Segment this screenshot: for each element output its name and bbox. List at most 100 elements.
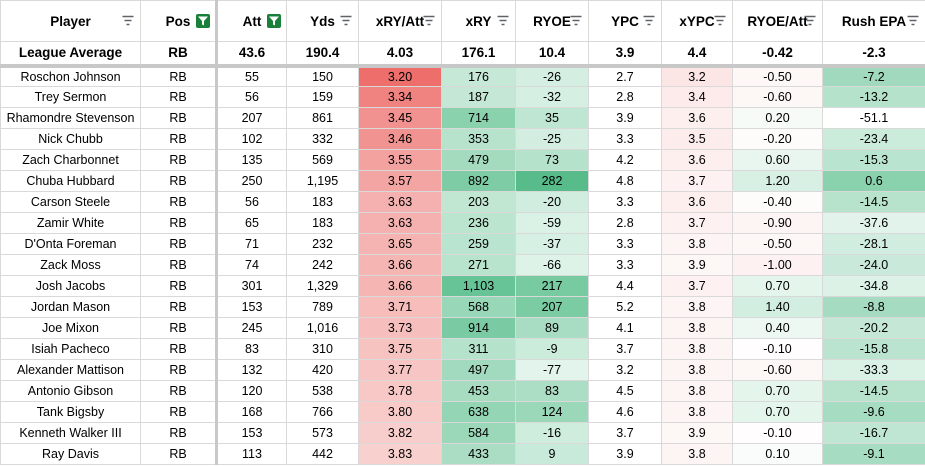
cell-yds[interactable]: 1,016 xyxy=(286,317,359,339)
cell-ryoe[interactable]: 89 xyxy=(515,317,589,339)
cell-epa[interactable]: -34.8 xyxy=(822,275,925,297)
cell-xypc[interactable]: 3.2 xyxy=(661,65,733,87)
cell-ryoe[interactable]: 9 xyxy=(515,443,589,465)
cell-player[interactable]: Ray Davis xyxy=(0,443,141,465)
average-cell-xry[interactable]: 176.1 xyxy=(441,41,516,68)
cell-xry[interactable]: 259 xyxy=(441,233,516,255)
cell-xryatt[interactable]: 3.46 xyxy=(358,128,442,150)
cell-ryoe[interactable]: 282 xyxy=(515,170,589,192)
cell-ryoeatt[interactable]: 0.70 xyxy=(732,401,823,423)
cell-yds[interactable]: 861 xyxy=(286,107,359,129)
cell-player[interactable]: Rhamondre Stevenson xyxy=(0,107,141,129)
cell-ryoeatt[interactable]: -0.40 xyxy=(732,191,823,213)
cell-pos[interactable]: RB xyxy=(140,191,218,213)
cell-xry[interactable]: 497 xyxy=(441,359,516,381)
cell-xryatt[interactable]: 3.45 xyxy=(358,107,442,129)
cell-ryoe[interactable]: -77 xyxy=(515,359,589,381)
cell-yds[interactable]: 159 xyxy=(286,86,359,108)
cell-xypc[interactable]: 3.6 xyxy=(661,149,733,171)
cell-yds[interactable]: 569 xyxy=(286,149,359,171)
cell-epa[interactable]: -9.6 xyxy=(822,401,925,423)
cell-ypc[interactable]: 2.8 xyxy=(588,86,662,108)
cell-xypc[interactable]: 3.9 xyxy=(661,422,733,444)
filter-icon[interactable] xyxy=(803,14,817,28)
cell-yds[interactable]: 420 xyxy=(286,359,359,381)
cell-xryatt[interactable]: 3.78 xyxy=(358,380,442,402)
cell-ypc[interactable]: 4.8 xyxy=(588,170,662,192)
cell-ryoeatt[interactable]: -0.50 xyxy=(732,233,823,255)
cell-ryoeatt[interactable]: -0.50 xyxy=(732,65,823,87)
cell-ryoeatt[interactable]: 0.70 xyxy=(732,380,823,402)
cell-ypc[interactable]: 4.2 xyxy=(588,149,662,171)
filter-icon[interactable] xyxy=(422,14,436,28)
cell-xryatt[interactable]: 3.71 xyxy=(358,296,442,318)
cell-att[interactable]: 250 xyxy=(216,170,287,192)
cell-att[interactable]: 102 xyxy=(216,128,287,150)
cell-yds[interactable]: 183 xyxy=(286,212,359,234)
cell-ryoe[interactable]: 217 xyxy=(515,275,589,297)
cell-yds[interactable]: 183 xyxy=(286,191,359,213)
cell-epa[interactable]: -20.2 xyxy=(822,317,925,339)
cell-player[interactable]: Nick Chubb xyxy=(0,128,141,150)
cell-ypc[interactable]: 2.7 xyxy=(588,65,662,87)
cell-epa[interactable]: -33.3 xyxy=(822,359,925,381)
cell-yds[interactable]: 442 xyxy=(286,443,359,465)
cell-xry[interactable]: 433 xyxy=(441,443,516,465)
cell-epa[interactable]: -51.1 xyxy=(822,107,925,129)
filter-icon[interactable] xyxy=(713,14,727,28)
cell-pos[interactable]: RB xyxy=(140,233,218,255)
cell-epa[interactable]: -28.1 xyxy=(822,233,925,255)
cell-att[interactable]: 135 xyxy=(216,149,287,171)
cell-player[interactable]: Jordan Mason xyxy=(0,296,141,318)
cell-ypc[interactable]: 3.2 xyxy=(588,359,662,381)
average-cell-player[interactable]: League Average xyxy=(0,41,141,68)
cell-pos[interactable]: RB xyxy=(140,401,218,423)
cell-xry[interactable]: 714 xyxy=(441,107,516,129)
cell-ryoeatt[interactable]: -0.10 xyxy=(732,338,823,360)
cell-xypc[interactable]: 3.6 xyxy=(661,107,733,129)
cell-epa[interactable]: -16.7 xyxy=(822,422,925,444)
filter-icon[interactable] xyxy=(339,14,353,28)
cell-ypc[interactable]: 3.3 xyxy=(588,191,662,213)
cell-att[interactable]: 56 xyxy=(216,191,287,213)
cell-xryatt[interactable]: 3.63 xyxy=(358,191,442,213)
cell-xypc[interactable]: 3.8 xyxy=(661,443,733,465)
cell-xry[interactable]: 892 xyxy=(441,170,516,192)
active-filter-icon[interactable] xyxy=(267,14,281,28)
cell-pos[interactable]: RB xyxy=(140,170,218,192)
cell-ryoeatt[interactable]: 1.20 xyxy=(732,170,823,192)
cell-ryoe[interactable]: -25 xyxy=(515,128,589,150)
cell-att[interactable]: 71 xyxy=(216,233,287,255)
cell-xypc[interactable]: 3.7 xyxy=(661,212,733,234)
column-header-xry[interactable]: xRY xyxy=(441,0,516,42)
cell-ypc[interactable]: 3.9 xyxy=(588,107,662,129)
cell-xryatt[interactable]: 3.66 xyxy=(358,254,442,276)
cell-xypc[interactable]: 3.8 xyxy=(661,317,733,339)
cell-att[interactable]: 153 xyxy=(216,422,287,444)
cell-ypc[interactable]: 3.7 xyxy=(588,338,662,360)
cell-xypc[interactable]: 3.8 xyxy=(661,338,733,360)
cell-pos[interactable]: RB xyxy=(140,338,218,360)
cell-epa[interactable]: -24.0 xyxy=(822,254,925,276)
average-cell-ypc[interactable]: 3.9 xyxy=(588,41,662,68)
cell-player[interactable]: Alexander Mattison xyxy=(0,359,141,381)
cell-att[interactable]: 74 xyxy=(216,254,287,276)
column-header-ryoe[interactable]: RYOE xyxy=(515,0,589,42)
cell-ryoe[interactable]: 73 xyxy=(515,149,589,171)
cell-pos[interactable]: RB xyxy=(140,128,218,150)
cell-ryoe[interactable]: -9 xyxy=(515,338,589,360)
cell-epa[interactable]: -14.5 xyxy=(822,191,925,213)
cell-ryoeatt[interactable]: -0.90 xyxy=(732,212,823,234)
cell-xry[interactable]: 638 xyxy=(441,401,516,423)
cell-att[interactable]: 55 xyxy=(216,65,287,87)
cell-ryoeatt[interactable]: 0.70 xyxy=(732,275,823,297)
cell-xry[interactable]: 176 xyxy=(441,65,516,87)
cell-pos[interactable]: RB xyxy=(140,317,218,339)
average-cell-ryoeatt[interactable]: -0.42 xyxy=(732,41,823,68)
cell-yds[interactable]: 332 xyxy=(286,128,359,150)
cell-xryatt[interactable]: 3.80 xyxy=(358,401,442,423)
cell-att[interactable]: 153 xyxy=(216,296,287,318)
cell-pos[interactable]: RB xyxy=(140,296,218,318)
cell-ypc[interactable]: 4.1 xyxy=(588,317,662,339)
cell-ypc[interactable]: 3.3 xyxy=(588,128,662,150)
